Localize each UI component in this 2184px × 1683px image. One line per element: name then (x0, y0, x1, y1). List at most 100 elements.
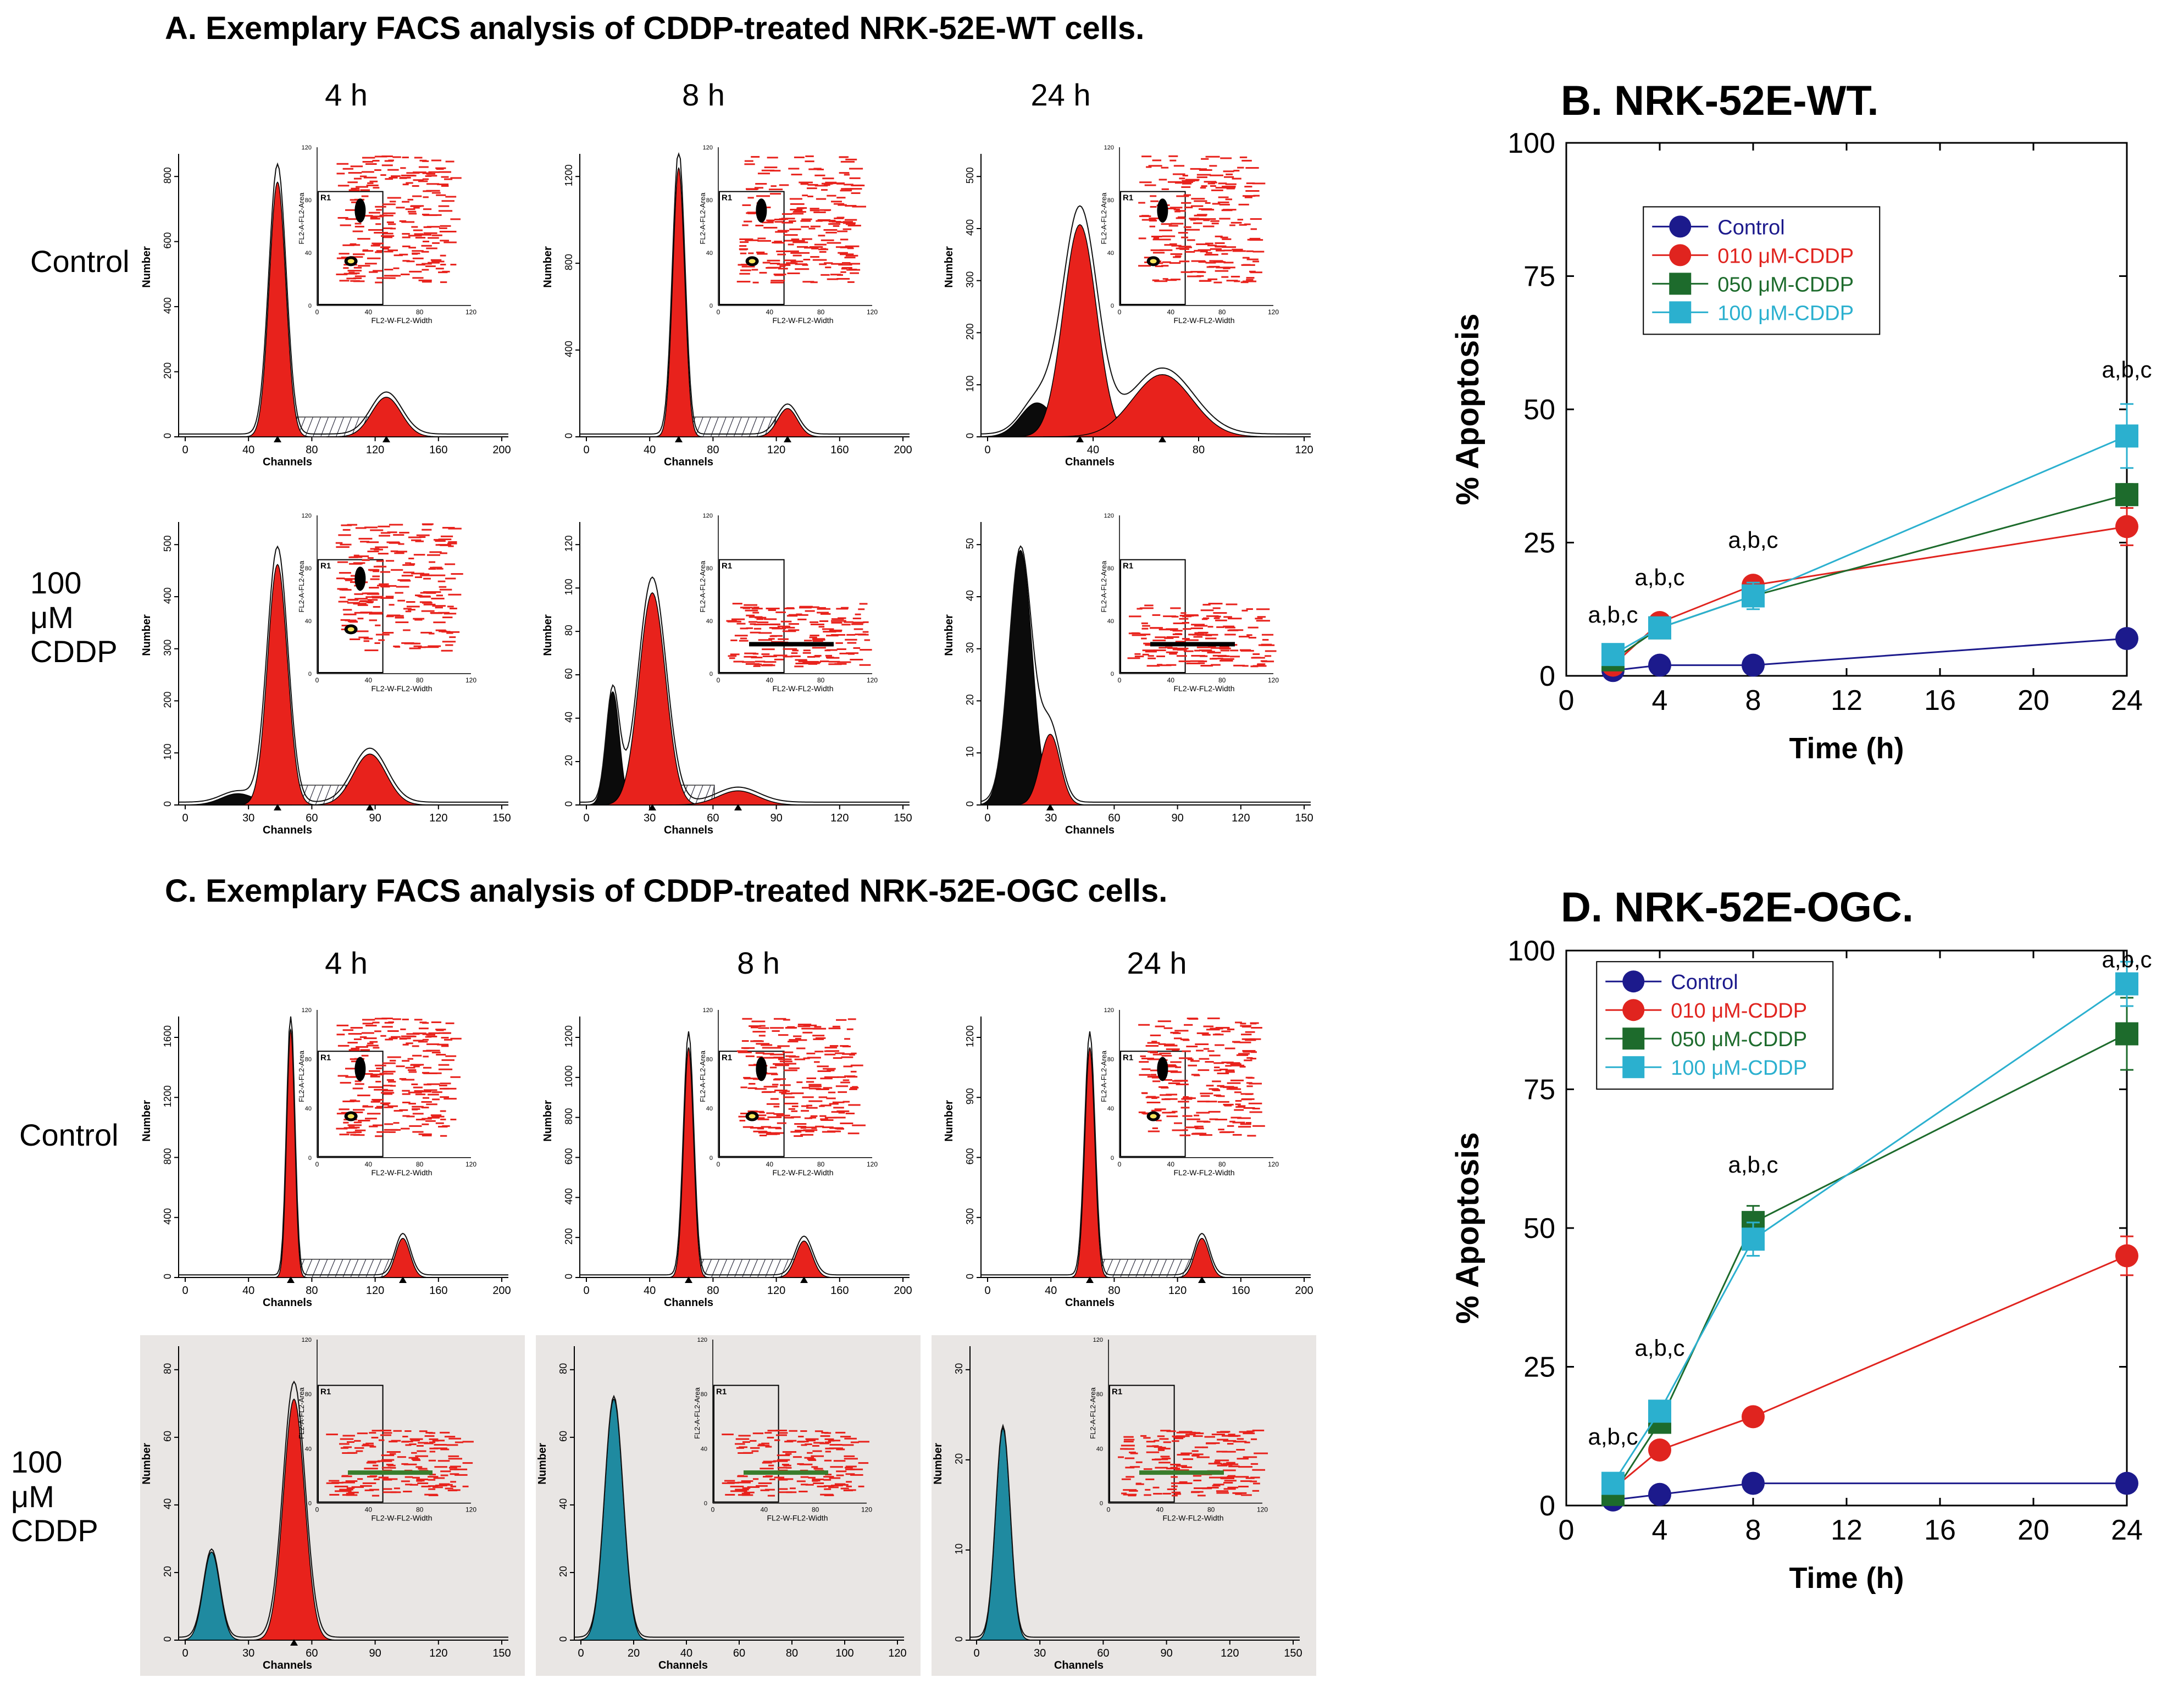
inset-dot (400, 1037, 411, 1040)
inset-dot (767, 1132, 778, 1134)
inset-dot (342, 1494, 352, 1496)
inset-gate-label: R1 (716, 1387, 727, 1396)
inset-dot (1196, 174, 1211, 176)
inset-dot (1265, 655, 1272, 657)
inset-dot (436, 568, 444, 570)
inset-dot (1142, 649, 1156, 652)
inset-dot (421, 251, 429, 253)
inset-dot (437, 580, 446, 582)
inset-dot (408, 247, 416, 249)
inset-dot (1166, 1468, 1180, 1470)
inset-dot (1166, 1065, 1178, 1068)
inset-dot (383, 1488, 392, 1490)
inset-dot (397, 1456, 406, 1458)
inset-dot (1162, 1492, 1171, 1495)
inset-dot (1207, 646, 1216, 648)
inset-g1-core (347, 1114, 354, 1119)
inset-dot (393, 1487, 400, 1490)
inset-dot (840, 271, 846, 273)
inset-dot (1202, 617, 1210, 619)
inset-dot (751, 608, 763, 610)
inset-dot (362, 250, 374, 252)
inset-dot (1218, 182, 1227, 185)
inset-dot (796, 1480, 806, 1482)
inset-dot (1196, 1456, 1210, 1458)
inset-dot (807, 1452, 813, 1454)
hist-x-tick-label: 120 (767, 444, 785, 456)
hist-g2-peak (1043, 374, 1282, 437)
inset-dot (823, 1087, 833, 1089)
inset-dot (404, 642, 418, 645)
inset-dot (343, 267, 349, 269)
inset-dot (416, 1478, 428, 1480)
inset-dot (1249, 237, 1261, 240)
inset-dot (1139, 181, 1152, 184)
inset-dot (791, 213, 804, 215)
panel-a-col-8h: 8 h (682, 77, 725, 112)
inset-dot (426, 226, 440, 228)
inset-dot (813, 211, 826, 213)
inset-dot (433, 621, 446, 624)
inset-dot (768, 1464, 774, 1467)
inset-dot (812, 647, 826, 649)
inset-dot (408, 235, 422, 237)
hist-peak-marker (685, 1276, 692, 1283)
inset-dot (1249, 1082, 1262, 1085)
inset-dot (402, 184, 409, 186)
inset-dot (785, 1026, 797, 1029)
inset-dot (1185, 1434, 1196, 1436)
inset-dot (789, 228, 801, 230)
inset-dot (348, 272, 360, 274)
inset-dot (1139, 1074, 1151, 1076)
inset-dot (806, 1104, 813, 1107)
inset-dot (1171, 1482, 1181, 1484)
inset-dot (750, 1026, 758, 1029)
inset-dot (1146, 1096, 1156, 1098)
inset-dot (1135, 1483, 1144, 1485)
inset-dot (771, 641, 784, 643)
inset-dot (1246, 182, 1255, 185)
inset-dot (336, 273, 348, 275)
inset-dot (1207, 1486, 1219, 1488)
inset-dot (800, 1127, 807, 1129)
inset-dot (850, 1441, 859, 1443)
inset-dot (423, 1056, 429, 1058)
inset-dot (758, 632, 772, 634)
inset-dot (803, 1057, 810, 1059)
inset-dot (415, 540, 424, 542)
inset-dot (375, 634, 390, 636)
inset-dot (387, 1030, 399, 1032)
inset-dot (778, 268, 788, 270)
inset-dot (1215, 1044, 1224, 1046)
inset-dot (1152, 1127, 1158, 1129)
inset-dot (387, 249, 398, 252)
inset-dot (791, 174, 802, 176)
inset-dot (805, 1443, 812, 1446)
inset-dot (428, 1032, 440, 1034)
x-tick-label: 16 (1924, 685, 1956, 716)
inset-dot (779, 1432, 788, 1434)
inset-y-label: FL2-A-FL2-Area (1100, 192, 1108, 245)
inset-dot (1219, 1131, 1230, 1134)
inset-dot (360, 189, 370, 191)
inset-dot (783, 656, 793, 658)
inset-dot (339, 572, 351, 574)
panel-c-col-24h: 24 h (1127, 946, 1187, 980)
inset-dot (858, 1441, 869, 1443)
inset-dot (1166, 1430, 1176, 1432)
inset-dot (383, 248, 389, 250)
inset-dot (362, 1019, 375, 1021)
inset-dot (1209, 1476, 1222, 1479)
inset-dot (838, 1112, 845, 1114)
inset-dot (767, 1436, 774, 1438)
inset-dot (807, 196, 813, 198)
inset-dot (783, 648, 797, 650)
inset-dot (443, 230, 457, 232)
inset-dot (772, 1030, 780, 1032)
inset-dot (817, 1065, 829, 1068)
inset-y-tick-label: 0 (1100, 1501, 1103, 1507)
inset-dot (786, 1440, 797, 1442)
facs-panel-c-ctrl-24: 0 40 80 120 160 200 0 300 600 900 1200 Channels Numb… (943, 1006, 1327, 1313)
x-tick-label: 24 (2111, 685, 2143, 716)
inset-dot (858, 1462, 869, 1464)
